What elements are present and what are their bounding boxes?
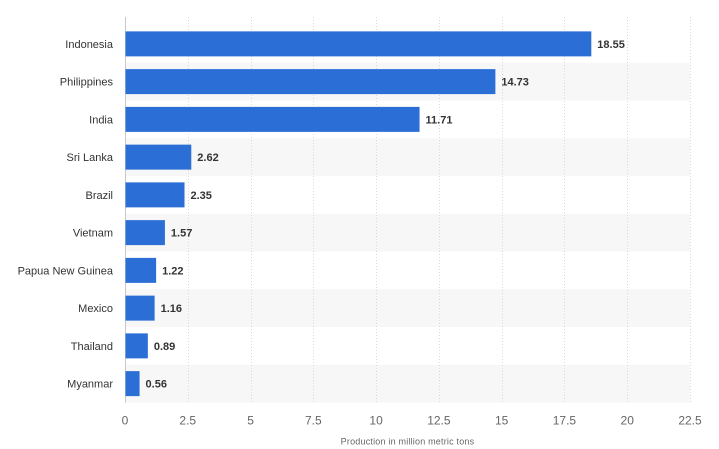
x-tick-label: 0 bbox=[122, 414, 129, 428]
row-band bbox=[125, 364, 690, 403]
bar-indonesia[interactable] bbox=[125, 31, 592, 57]
x-tick-label: 12.5 bbox=[427, 414, 451, 428]
category-label: Philippines bbox=[60, 77, 114, 89]
value-labels: 18.55 14.73 11.71 2.62 2.35 1.57 1.22 1.16 0.89 0… bbox=[146, 39, 625, 391]
value-label: 11.71 bbox=[426, 114, 453, 126]
category-label: Thailand bbox=[71, 341, 113, 353]
x-axis-tick-labels: 0 2.5 5 7.5 10 12.5 15 17.5 20 22.5 bbox=[122, 414, 702, 428]
x-tick-label: 15 bbox=[495, 414, 509, 428]
category-label: Indonesia bbox=[65, 39, 114, 51]
bar-sri-lanka[interactable] bbox=[125, 144, 192, 170]
category-label: Myanmar bbox=[67, 379, 113, 391]
category-label: Brazil bbox=[85, 190, 113, 202]
value-label: 1.16 bbox=[161, 303, 182, 315]
row-band bbox=[125, 138, 690, 176]
x-axis-title: Production in million metric tons bbox=[341, 437, 475, 447]
category-label: Papua New Guinea bbox=[18, 265, 114, 277]
bar-mexico[interactable] bbox=[125, 295, 155, 321]
y-axis-category-labels: Indonesia Philippines India Sri Lanka Brazil… bbox=[18, 39, 114, 391]
bar-vietnam[interactable] bbox=[125, 220, 165, 246]
x-tick-label: 20 bbox=[621, 414, 635, 428]
x-tick-label: 22.5 bbox=[678, 414, 702, 428]
bar-philippines[interactable] bbox=[125, 69, 496, 95]
bar-myanmar[interactable] bbox=[125, 371, 140, 397]
row-band bbox=[125, 213, 690, 252]
category-label: India bbox=[89, 114, 114, 126]
x-tick-label: 7.5 bbox=[305, 414, 322, 428]
category-label: Mexico bbox=[78, 303, 113, 315]
value-label: 14.73 bbox=[501, 77, 529, 89]
row-band bbox=[125, 289, 690, 327]
row-bands bbox=[125, 62, 690, 403]
value-label: 1.22 bbox=[162, 265, 183, 277]
x-tick-label: 10 bbox=[369, 414, 383, 428]
value-label: 18.55 bbox=[597, 39, 625, 51]
value-label: 1.57 bbox=[171, 228, 192, 240]
bar-india[interactable] bbox=[125, 106, 420, 132]
bar-series bbox=[125, 31, 592, 397]
x-gridlines bbox=[125, 17, 691, 403]
x-tick-label: 5 bbox=[247, 414, 254, 428]
bar-thailand[interactable] bbox=[125, 333, 148, 359]
bar-papua-new-guinea[interactable] bbox=[125, 257, 157, 283]
x-tick-label: 2.5 bbox=[179, 414, 196, 428]
x-tick-label: 17.5 bbox=[553, 414, 577, 428]
value-label: 0.89 bbox=[154, 341, 175, 353]
bar-brazil[interactable] bbox=[125, 182, 185, 208]
category-label: Sri Lanka bbox=[67, 152, 114, 164]
category-label: Vietnam bbox=[73, 228, 113, 240]
value-label: 2.35 bbox=[191, 190, 212, 202]
value-label: 0.56 bbox=[146, 379, 167, 391]
value-label: 2.62 bbox=[197, 152, 218, 164]
